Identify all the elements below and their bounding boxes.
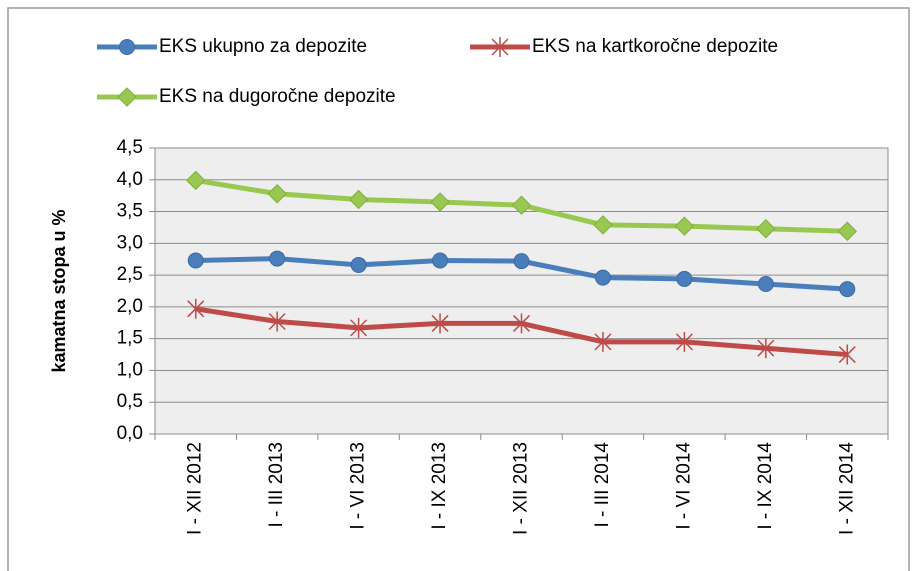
marker <box>186 170 206 191</box>
legend-label: EKS na kartkoročne depozite <box>532 36 778 57</box>
marker <box>491 37 509 57</box>
y-axis-label: kamatna stopa u % <box>49 209 69 372</box>
marker <box>838 344 856 365</box>
x-tick-label: I - III 2013 <box>266 442 287 528</box>
y-tick-label: 2,5 <box>117 264 143 285</box>
x-tick-label: I - XII 2013 <box>511 442 532 535</box>
y-tick-label: 4,0 <box>117 169 143 190</box>
marker <box>512 313 531 334</box>
y-tick-label: 3,5 <box>117 201 143 222</box>
x-tick-label: I - XII 2014 <box>836 442 857 535</box>
y-tick-label: 4,5 <box>117 137 143 158</box>
marker <box>757 276 774 293</box>
marker <box>117 87 137 107</box>
marker <box>839 281 856 298</box>
marker <box>187 252 204 269</box>
marker <box>119 39 135 55</box>
marker <box>267 184 287 204</box>
marker <box>756 219 776 239</box>
x-tick-label: I - VI 2014 <box>673 442 694 530</box>
y-tick-label: 0,5 <box>117 391 143 412</box>
marker <box>350 317 368 338</box>
marker <box>674 216 695 236</box>
x-tick-label: I - III 2014 <box>592 442 613 528</box>
marker <box>431 313 449 334</box>
marker <box>675 331 693 352</box>
y-tick-label: 1,0 <box>117 359 143 380</box>
marker <box>837 221 857 241</box>
legend-label: EKS na dugoročne depozite <box>159 86 396 107</box>
marker <box>269 250 286 267</box>
legend-label: EKS ukupno za depozite <box>159 36 367 57</box>
marker <box>432 252 449 269</box>
marker <box>594 331 612 352</box>
marker <box>513 253 530 270</box>
y-tick-label: 0,0 <box>117 423 143 444</box>
marker <box>348 189 369 210</box>
x-tick-label: I - IX 2013 <box>429 442 450 530</box>
x-tick-label: I - VI 2013 <box>348 442 369 530</box>
y-tick-label: 3,0 <box>117 232 143 253</box>
marker <box>757 338 775 359</box>
marker <box>511 195 532 215</box>
marker <box>594 269 611 286</box>
x-tick-label: I - IX 2014 <box>755 442 776 530</box>
marker <box>430 192 450 212</box>
marker <box>593 215 613 235</box>
y-tick-label: 2,0 <box>117 296 143 317</box>
x-tick-label: I - XII 2012 <box>185 442 206 535</box>
y-tick-label: 1,5 <box>117 328 143 349</box>
marker <box>268 311 286 332</box>
marker <box>676 270 693 287</box>
marker <box>187 298 205 319</box>
marker <box>350 256 367 273</box>
